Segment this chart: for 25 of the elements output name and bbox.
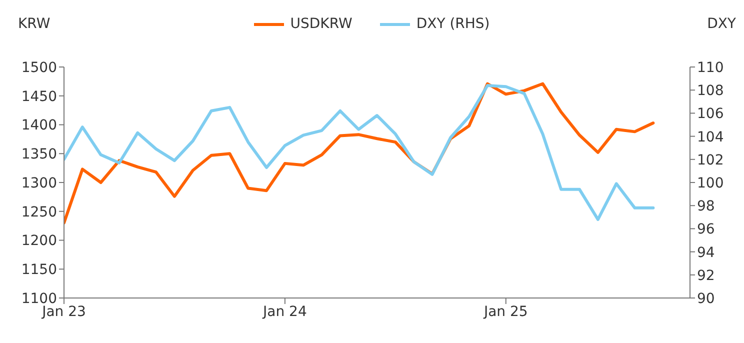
- y-tick-label: 1500: [21, 60, 57, 76]
- x-tick-label: Jan 24: [262, 304, 307, 320]
- y-tick-label: 1200: [21, 233, 57, 250]
- y-tick-label: 1300: [21, 175, 57, 192]
- y2-tick-label: 92: [697, 268, 715, 284]
- y-tick-label: 1350: [21, 146, 57, 163]
- y2-tick-label: 110: [697, 60, 724, 76]
- y2-tick-label: 100: [697, 175, 724, 192]
- y2-tick-label: 96: [697, 222, 715, 238]
- y-tick-label: 1250: [21, 204, 57, 220]
- legend-label: DXY (RHS): [416, 16, 490, 32]
- x-tick-label: Jan 25: [482, 304, 528, 320]
- y2-tick-label: 90: [697, 290, 715, 307]
- legend-label: USDKRW: [290, 16, 352, 32]
- y-tick-label: 1450: [21, 88, 57, 105]
- y2-tick-label: 94: [697, 244, 715, 261]
- y2-tick-label: 98: [697, 198, 715, 215]
- y2-tick-label: 106: [697, 106, 724, 122]
- y2-tick-label: 108: [697, 83, 724, 100]
- y-tick-label: 1400: [21, 118, 57, 134]
- y-tick-label: 1150: [21, 262, 57, 278]
- y2-tick-label: 102: [697, 152, 724, 168]
- y-axis-title: KRW: [18, 16, 50, 32]
- y2-axis-title: DXY: [707, 16, 736, 32]
- y2-tick-label: 104: [697, 129, 724, 146]
